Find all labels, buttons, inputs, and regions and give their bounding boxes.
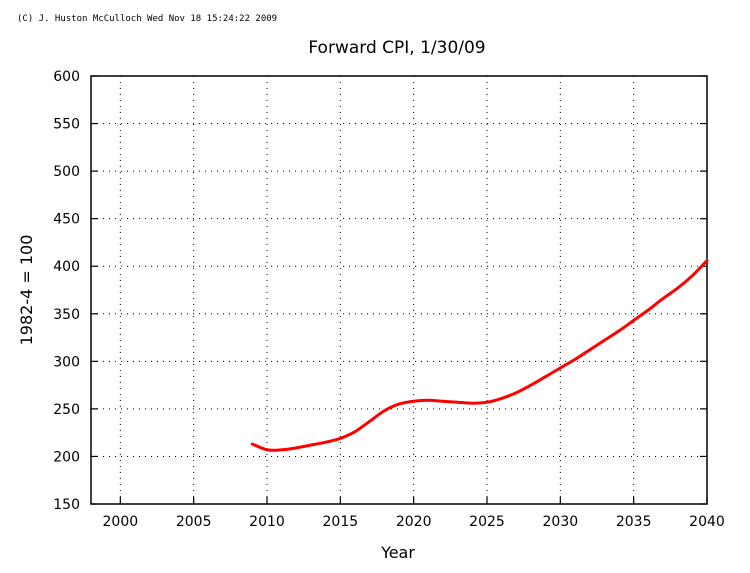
series-line: [250, 259, 709, 452]
y-tick-label: 350: [53, 307, 80, 323]
y-tick-label: 400: [53, 259, 80, 275]
grid-lines: [91, 76, 707, 504]
y-tick-label: 550: [53, 117, 80, 133]
credit-text: (C) J. Huston McCulloch Wed Nov 18 15:24…: [17, 14, 277, 24]
x-tick-label: 2015: [323, 514, 359, 530]
x-tick-label: 2020: [396, 514, 432, 530]
x-tick-labels: 2000 2005 2010 2015 2020 2025 2030 2035 2040: [103, 514, 725, 530]
plot-frame: [90, 75, 708, 505]
y-tick-label: 600: [53, 69, 80, 85]
axis-ticks: [91, 75, 708, 505]
x-tick-label: 2000: [103, 514, 139, 530]
x-tick-label: 2030: [543, 514, 579, 530]
y-tick-label: 150: [53, 497, 80, 513]
chart-title: Forward CPI, 1/30/09: [308, 38, 485, 58]
y-tick-labels: 150 200 250 300 350 400 450 500 550 600: [53, 69, 80, 513]
y-tick-label: 300: [53, 354, 80, 370]
x-tick-label: 2010: [249, 514, 285, 530]
x-tick-label: 2025: [469, 514, 505, 530]
x-tick-label: 2005: [176, 514, 212, 530]
x-tick-label: 2040: [689, 514, 725, 530]
x-tick-label: 2035: [616, 514, 652, 530]
y-tick-label: 200: [53, 449, 80, 465]
y-tick-label: 250: [53, 402, 80, 418]
x-axis-label: Year: [380, 543, 415, 562]
y-axis-label: 1982-4 = 100: [17, 235, 36, 346]
y-tick-label: 500: [53, 164, 80, 180]
y-tick-label: 450: [53, 212, 80, 228]
